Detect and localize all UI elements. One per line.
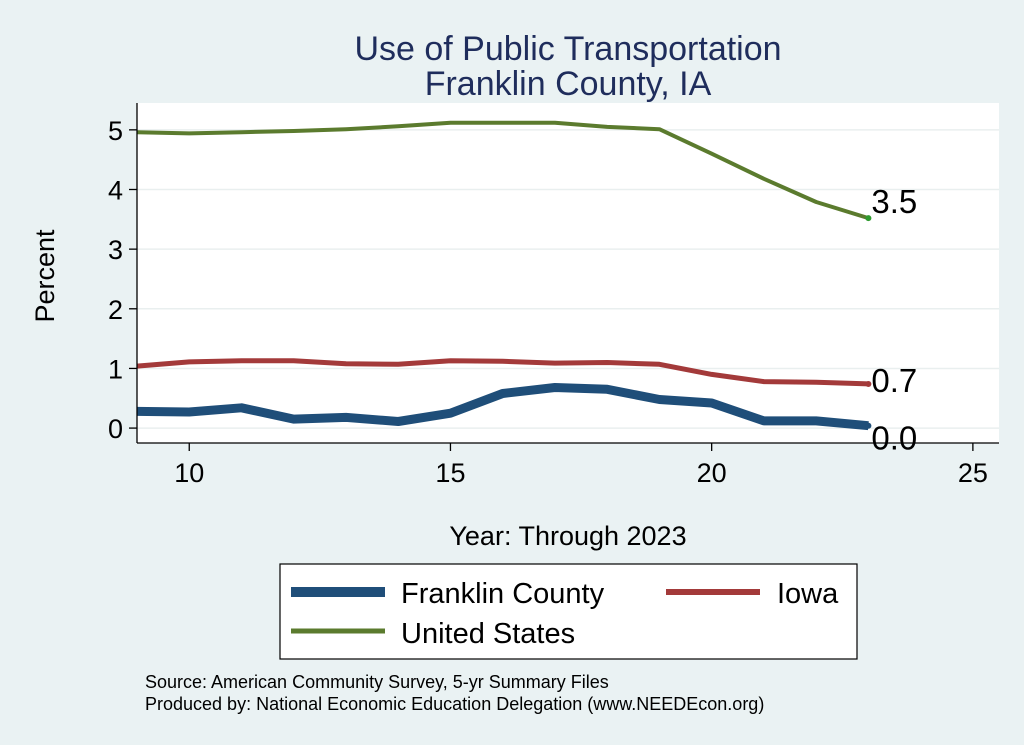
- axes: 0 1 2 3 4 5 10 15 20 25: [108, 103, 999, 488]
- producer-note: Produced by: National Economic Education…: [145, 694, 764, 714]
- chart-title: Use of Public Transportation: [354, 30, 781, 68]
- chart-subtitle: Franklin County, IA: [425, 65, 712, 103]
- series-layer: [136, 120, 869, 431]
- x-tick-label-20: 20: [697, 458, 727, 488]
- y-tick-label-4: 4: [108, 175, 123, 205]
- end-label-franklin-county: 0.0: [871, 420, 917, 457]
- grid: [137, 129, 999, 429]
- y-tick-label-1: 1: [108, 354, 123, 384]
- series-line-franklin-county: [136, 383, 869, 431]
- x-tick-label-15: 15: [435, 458, 465, 488]
- y-tick-label-2: 2: [108, 295, 123, 325]
- series-line-united-states: [136, 120, 869, 221]
- y-tick-label-3: 3: [108, 235, 123, 265]
- legend-label-united-states: United States: [401, 618, 575, 650]
- source-note: Source: American Community Survey, 5-yr …: [145, 672, 609, 692]
- x-tick-label-25: 25: [958, 458, 988, 488]
- end-marker-franklin-county: [865, 422, 872, 429]
- end-marker-united-states: [865, 215, 872, 222]
- y-tick-label-0: 0: [108, 414, 123, 444]
- end-label-iowa: 0.7: [871, 362, 917, 399]
- y-axis-title: Percent: [30, 229, 60, 323]
- end-label-united-states: 3.5: [871, 183, 917, 220]
- legend-label-franklin-county: Franklin County: [401, 578, 605, 610]
- end-labels: 0.0 0.7 3.5: [865, 183, 917, 457]
- legend-box: [279, 563, 858, 660]
- series-line-iowa: [136, 358, 869, 387]
- y-tick-label-5: 5: [108, 116, 123, 146]
- x-axis-title: Year: Through 2023: [449, 521, 686, 551]
- legend-label-iowa: Iowa: [777, 578, 839, 610]
- legend: Franklin County Iowa United States: [279, 563, 858, 660]
- end-marker-iowa: [865, 380, 872, 387]
- x-tick-label-10: 10: [174, 458, 204, 488]
